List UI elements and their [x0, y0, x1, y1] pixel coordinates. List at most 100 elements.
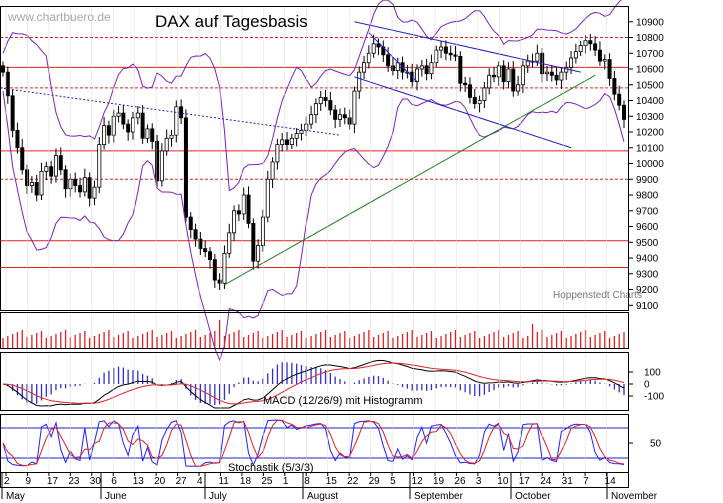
- x-axis-frame: [0, 472, 629, 488]
- candle-body-70: [337, 114, 342, 120]
- month-label-4: September: [414, 491, 464, 502]
- candle-body-50: [241, 194, 246, 215]
- y-tick-label-10400: 10400: [636, 96, 664, 107]
- candle-body-113: [544, 71, 549, 75]
- y-tick-label-9800: 9800: [636, 191, 659, 202]
- x-tick-label-10: 11: [218, 476, 229, 487]
- month-label-3: August: [307, 491, 338, 502]
- y-tick-label-10700: 10700: [636, 49, 664, 60]
- uptrend-line: [224, 74, 596, 286]
- bollinger-upper: [2, 0, 623, 192]
- candle-body-10: [49, 166, 54, 177]
- panel-frame-1: [0, 312, 629, 349]
- candle-body-19: [92, 186, 97, 199]
- candle-body-57: [275, 144, 280, 163]
- y-tick-label-9400: 9400: [636, 254, 659, 265]
- stoch-slow-line: [2, 419, 625, 467]
- y-tick-label-10300: 10300: [636, 112, 664, 123]
- x-tick-label-26: 31: [562, 476, 574, 487]
- candle-body-62: [299, 130, 304, 134]
- candle-body-120: [578, 44, 583, 53]
- candle-body-111: [535, 52, 540, 62]
- bollinger-lower: [2, 91, 625, 362]
- candle-body-35: [169, 134, 174, 139]
- candle-body-52: [251, 222, 256, 262]
- candle-body-31: [150, 128, 155, 142]
- x-tick-label-21: 26: [454, 476, 466, 487]
- candle-body-90: [434, 49, 439, 64]
- macd-tick-label--100: -100: [644, 392, 664, 403]
- candle-body-51: [246, 194, 251, 224]
- candle-body-129: [622, 104, 627, 120]
- candle-body-64: [309, 114, 314, 125]
- x-tick-label-2: 17: [47, 476, 59, 487]
- candle-body-37: [179, 106, 184, 119]
- y-tick-label-10600: 10600: [636, 65, 664, 76]
- watermark: www.chartbuero.de: [7, 10, 111, 24]
- candle-body-38: [183, 117, 188, 218]
- candle-body-42: [203, 248, 208, 253]
- panel-frame-2: [0, 352, 629, 411]
- month-label-0: May: [6, 491, 25, 502]
- candle-body-72: [347, 117, 352, 125]
- x-tick-label-15: 15: [326, 476, 338, 487]
- candle-body-76: [366, 52, 371, 64]
- candle-body-74: [357, 71, 362, 92]
- candle-body-86: [414, 68, 419, 83]
- candle-body-127: [612, 78, 617, 95]
- candle-body-20: [97, 144, 102, 188]
- x-tick-label-3: 23: [68, 476, 80, 487]
- candle-body-126: [607, 59, 612, 79]
- candle-body-9: [44, 166, 49, 172]
- y-tick-label-10200: 10200: [636, 128, 664, 139]
- candle-body-49: [236, 210, 241, 215]
- candle-body-12: [58, 155, 63, 171]
- candle-body-58: [280, 139, 285, 146]
- candle-body-97: [467, 84, 472, 98]
- stoch-fast-line: [2, 419, 625, 467]
- candle-body-78: [376, 43, 381, 48]
- candle-body-16: [78, 185, 83, 193]
- candle-body-75: [362, 62, 367, 73]
- candle-body-125: [602, 59, 607, 62]
- x-tick-label-17: 29: [369, 476, 381, 487]
- candle-body-33: [159, 150, 164, 182]
- candle-body-115: [554, 74, 559, 81]
- candle-body-59: [285, 139, 290, 146]
- candle-body-100: [482, 87, 487, 101]
- candle-body-114: [549, 71, 554, 76]
- macd-tick-label-0: 0: [644, 380, 650, 391]
- candle-body-89: [429, 62, 434, 75]
- candle-body-109: [525, 60, 530, 67]
- candle-body-60: [289, 137, 294, 146]
- x-tick-label-9: 4: [197, 476, 203, 487]
- candle-body-21: [102, 125, 107, 146]
- candle-body-53: [256, 245, 261, 262]
- candle-body-103: [496, 65, 501, 78]
- x-tick-label-1: 9: [25, 476, 31, 487]
- candle-body-104: [501, 65, 506, 83]
- candle-body-30: [145, 128, 150, 139]
- candle-body-23: [111, 115, 116, 136]
- x-tick-label-12: 25: [261, 476, 273, 487]
- candle-body-24: [116, 112, 121, 117]
- candle-body-119: [573, 51, 578, 59]
- candle-body-45: [217, 279, 222, 284]
- x-tick-label-25: 24: [540, 476, 552, 487]
- candle-body-55: [265, 178, 270, 218]
- candle-body-67: [323, 96, 328, 101]
- x-tick-label-23: 10: [497, 476, 509, 487]
- x-tick-label-7: 20: [154, 476, 166, 487]
- y-tick-label-10000: 10000: [636, 159, 664, 170]
- candle-body-121: [583, 40, 588, 46]
- candle-body-43: [207, 251, 212, 260]
- macd-label: MACD (12/26/9) mit Histogramm: [263, 395, 423, 407]
- candle-body-107: [516, 84, 521, 92]
- candle-body-4: [20, 147, 25, 171]
- macd-panel: 1000-100: [2, 359, 664, 409]
- candle-body-117: [564, 67, 569, 73]
- candle-body-123: [593, 43, 598, 51]
- x-tick-label-11: 18: [240, 476, 252, 487]
- candle-body-69: [333, 109, 338, 120]
